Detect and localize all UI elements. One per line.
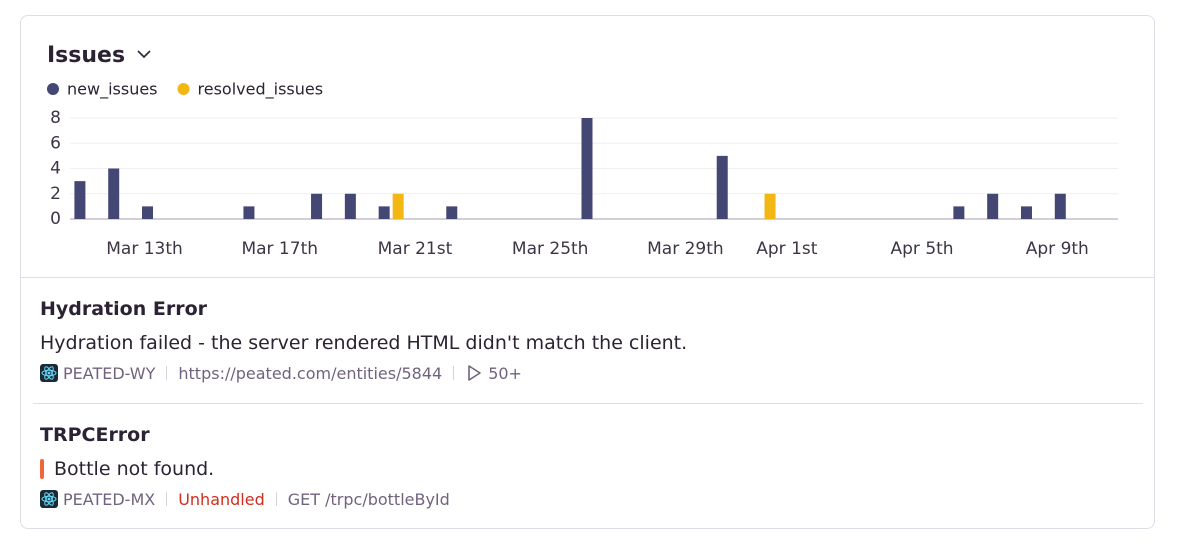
- x-tick-label: Apr 1st: [756, 239, 817, 259]
- transaction: GET /trpc/bottleById: [287, 489, 450, 509]
- x-tick-label: Mar 13th: [106, 239, 183, 259]
- bar: [764, 193, 776, 219]
- events-icon: [468, 365, 481, 381]
- y-tick-label: 2: [50, 184, 61, 204]
- title-chevron[interactable]: [137, 50, 151, 59]
- issue-title: Hydration Error: [40, 298, 208, 320]
- handled-status: Unhandled: [178, 489, 265, 509]
- y-tick-label: 0: [50, 209, 61, 229]
- bar: [581, 118, 593, 219]
- bar: [1020, 206, 1032, 219]
- x-tick-label: Mar 21st: [378, 239, 453, 259]
- chart: Issues new_issues resolved_issues 0 2 4 6 8 Mar…: [47, 43, 1118, 259]
- y-tick-label: 4: [50, 159, 61, 179]
- bar: [987, 193, 999, 219]
- message-text: Bottle not found.: [54, 458, 215, 480]
- bar: [108, 168, 120, 219]
- issue-row[interactable]: TRPCError Bottle not found. PEATED-MX Un…: [40, 422, 1140, 510]
- y-tick-label: 6: [50, 133, 61, 153]
- bar: [446, 206, 458, 219]
- divider: [33, 403, 1143, 404]
- legend-swatch: [177, 83, 190, 95]
- x-tick-label: Mar 29th: [647, 239, 724, 259]
- platform-icon: [40, 490, 58, 508]
- issue-title: TRPCError: [40, 424, 150, 446]
- platform-icon: [40, 364, 58, 382]
- project-id[interactable]: PEATED-WY: [63, 363, 156, 383]
- widget-title[interactable]: Issues: [47, 43, 125, 68]
- issue-meta: PEATED-MX Unhandled GET /trpc/bottleById: [40, 488, 1140, 510]
- issues-widget: [20, 15, 1155, 529]
- bar: [142, 206, 154, 219]
- bar: [716, 155, 728, 219]
- bar: [953, 206, 965, 219]
- legend-label: resolved_issues: [198, 80, 324, 100]
- event-count: 50+: [488, 363, 522, 383]
- x-tick-label: Mar 25th: [512, 239, 589, 259]
- issue-url[interactable]: https://peated.com/entities/5844: [178, 363, 443, 383]
- bar: [74, 181, 86, 219]
- issue-message: Bottle not found.: [40, 456, 1140, 482]
- bar: [344, 193, 356, 219]
- bar: [243, 206, 255, 219]
- x-tick-label: Apr 9th: [1026, 239, 1089, 259]
- level-indicator: [40, 459, 44, 479]
- y-tick-label: 8: [50, 108, 61, 128]
- bar: [311, 193, 323, 219]
- bar: [378, 206, 390, 219]
- message-text: Hydration failed - the server rendered H…: [40, 332, 688, 354]
- divider: [21, 277, 1154, 278]
- bar: [392, 193, 404, 219]
- issue-meta: PEATED-WY https://peated.com/entities/58…: [40, 362, 1140, 384]
- x-tick-label: Apr 5th: [891, 239, 954, 259]
- project-id[interactable]: PEATED-MX: [63, 489, 156, 509]
- issue-message: Hydration failed - the server rendered H…: [40, 330, 1140, 356]
- bar: [1054, 193, 1066, 219]
- legend-swatch: [47, 83, 59, 95]
- issue-row[interactable]: Hydration Error Hydration failed - the s…: [40, 296, 1140, 384]
- x-tick-label: Mar 17th: [241, 239, 318, 259]
- legend-label: new_issues: [67, 80, 158, 100]
